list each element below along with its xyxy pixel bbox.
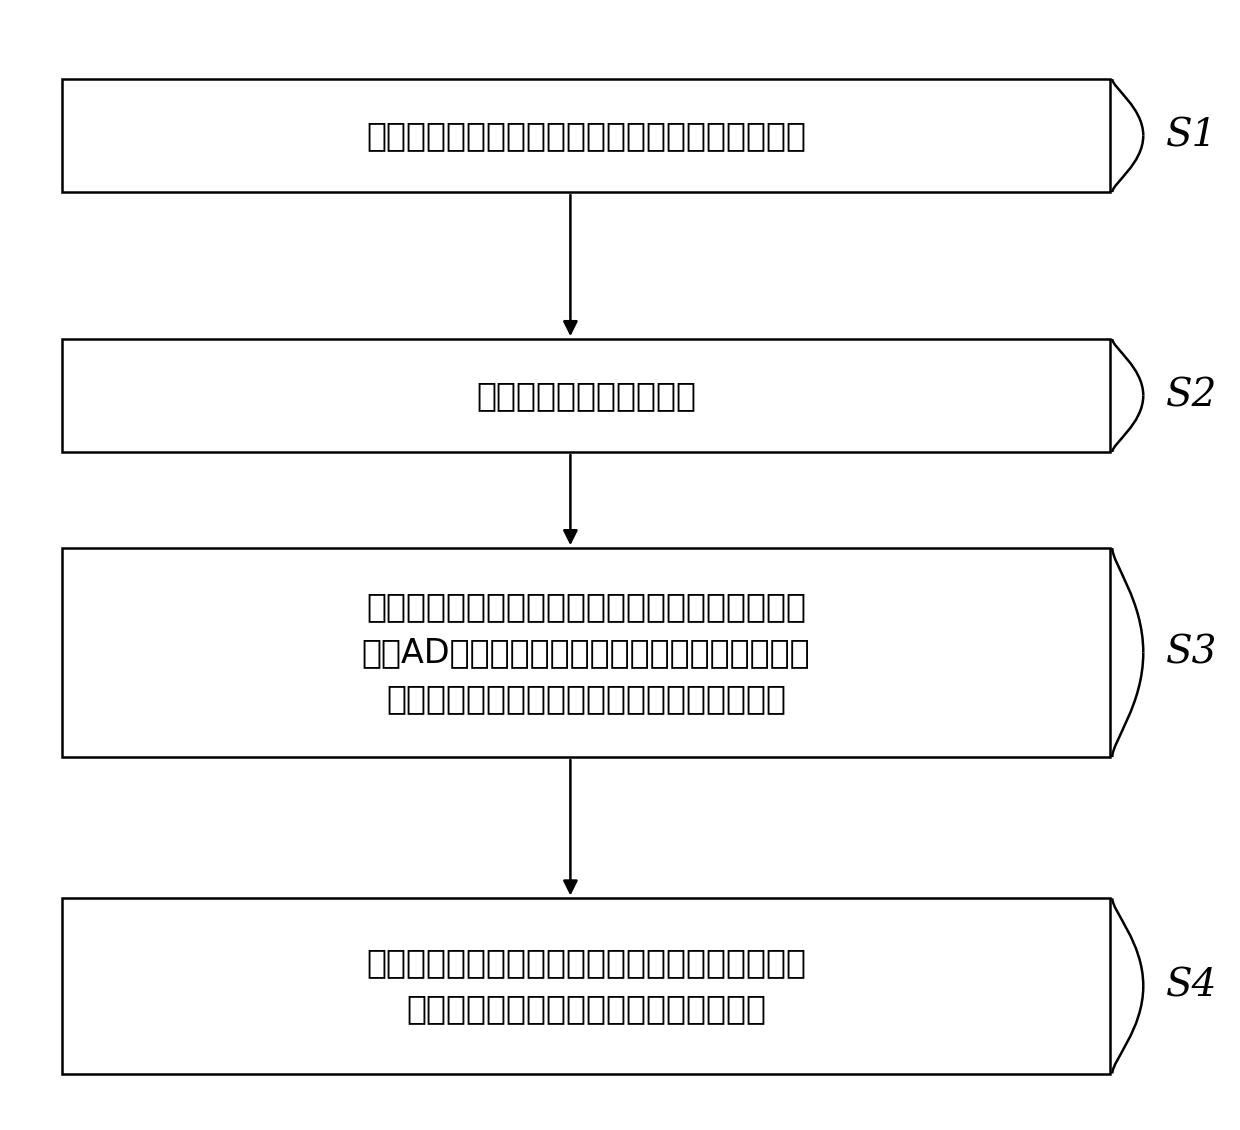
Bar: [62, 898, 1110, 1074]
Bar: [62, 79, 1110, 192]
Text: 检测第一节点的谐振电压: 检测第一节点的谐振电压: [476, 379, 696, 412]
Bar: [62, 548, 1110, 757]
Text: S3: S3: [1166, 634, 1216, 671]
Text: S1: S1: [1166, 118, 1216, 154]
Text: 如果第一节点的谐振电压大于预设电压，则判断过
零检测错误，并对过零信号进行校正处理: 如果第一节点的谐振电压大于预设电压，则判断过 零检测错误，并对过零信号进行校正处…: [366, 947, 806, 1025]
Text: 在检测到过零信号由下降沿变为上升沿的过程中，
通过AD采样端对第一节点的谐振电压进行采样，
并判断第一节点的谐振电压是否大于预设电压: 在检测到过零信号由下降沿变为上升沿的过程中， 通过AD采样端对第一节点的谐振电压…: [362, 590, 810, 715]
Bar: [62, 339, 1110, 452]
Text: 通过检测输入的交流电源的过零点以输出过零信号: 通过检测输入的交流电源的过零点以输出过零信号: [366, 119, 806, 153]
Text: S2: S2: [1166, 377, 1216, 414]
Text: S4: S4: [1166, 967, 1216, 1005]
